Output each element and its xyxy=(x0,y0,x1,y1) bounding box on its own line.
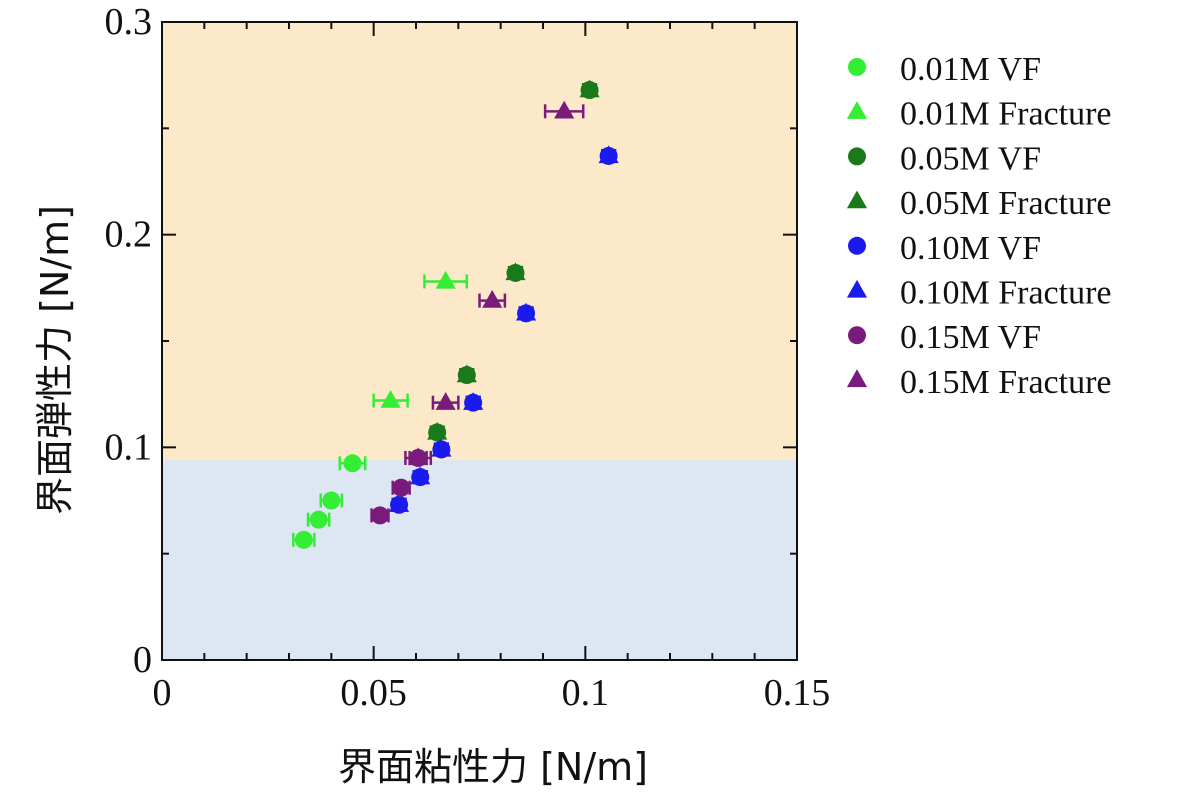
data-point xyxy=(456,364,477,383)
legend-item: 0.01M VF xyxy=(848,51,1041,88)
plot-frame xyxy=(161,21,798,661)
data-point xyxy=(505,262,526,281)
series-0-01m-fracture xyxy=(372,270,469,408)
data-point xyxy=(371,506,390,525)
data-point xyxy=(309,510,328,529)
plot-background xyxy=(162,22,797,660)
y-tick-label: 0.2 xyxy=(105,214,153,256)
legend: 0.01M VF 0.01M Fracture 0.05M VF 0.05M Frac… xyxy=(846,51,1112,401)
data-point xyxy=(343,454,362,473)
x-tick-label: 0 xyxy=(153,672,172,714)
y-tick-label: 0.3 xyxy=(105,1,153,43)
legend-item: 0.10M Fracture xyxy=(846,275,1112,312)
legend-item: 0.15M VF xyxy=(848,319,1041,356)
legend-label: 0.15M Fracture xyxy=(900,364,1112,401)
legend-label: 0.05M VF xyxy=(900,140,1041,177)
legend-item: 0.05M VF xyxy=(848,140,1041,177)
tick-labels: 0 0.05 0.1 0.15 0 0.1 0.2 0.3 xyxy=(105,1,831,714)
data-point xyxy=(435,392,456,410)
background-region-0 xyxy=(162,460,797,660)
data-points xyxy=(291,79,619,549)
data-point xyxy=(431,438,452,457)
data-point xyxy=(579,79,600,98)
data-point xyxy=(598,145,619,164)
series-0-15m-fracture xyxy=(404,100,585,466)
y-axis-title: 界面弾性力 [N/m] xyxy=(33,205,77,515)
data-point xyxy=(408,447,429,466)
legend-label: 0.01M Fracture xyxy=(900,96,1112,133)
data-point xyxy=(388,494,410,512)
legend-marker xyxy=(846,190,868,209)
data-point xyxy=(294,530,313,549)
data-point xyxy=(392,478,411,497)
legend-item: 0.10M VF xyxy=(848,230,1041,267)
legend-label: 0.01M VF xyxy=(900,51,1041,88)
legend-marker xyxy=(848,326,866,345)
series-0-10m-fracture xyxy=(388,145,619,512)
legend-marker xyxy=(846,369,868,388)
data-point xyxy=(410,466,431,485)
data-point xyxy=(322,491,341,510)
data-point xyxy=(380,389,401,408)
data-point xyxy=(482,289,503,308)
legend-marker xyxy=(848,58,866,76)
series-0-01m-vf xyxy=(291,454,367,549)
y-tick-label: 0 xyxy=(133,639,152,681)
legend-label: 0.05M Fracture xyxy=(900,185,1112,222)
legend-label: 0.15M VF xyxy=(900,319,1041,356)
x-axis-title: 界面粘性力 [N/m] xyxy=(338,745,648,789)
legend-marker xyxy=(848,147,866,166)
data-point xyxy=(427,421,448,440)
legend-label: 0.10M VF xyxy=(900,230,1041,267)
x-tick-label: 0.15 xyxy=(764,672,831,714)
legend-marker xyxy=(846,101,868,119)
background-region-1 xyxy=(162,22,797,461)
y-tick-label: 0.1 xyxy=(105,426,153,468)
data-point xyxy=(435,270,456,289)
legend-marker xyxy=(846,279,868,298)
legend-label: 0.10M Fracture xyxy=(900,275,1112,312)
data-point xyxy=(515,302,537,321)
legend-item: 0.01M Fracture xyxy=(846,96,1112,133)
legend-marker xyxy=(848,236,866,255)
x-tick-label: 0.05 xyxy=(340,672,407,714)
data-point xyxy=(554,100,575,119)
series-0-05m-fracture xyxy=(427,79,600,440)
data-point xyxy=(463,392,484,410)
x-tick-label: 0.1 xyxy=(562,672,610,714)
legend-item: 0.15M Fracture xyxy=(846,364,1112,401)
legend-item: 0.05M Fracture xyxy=(846,185,1112,222)
